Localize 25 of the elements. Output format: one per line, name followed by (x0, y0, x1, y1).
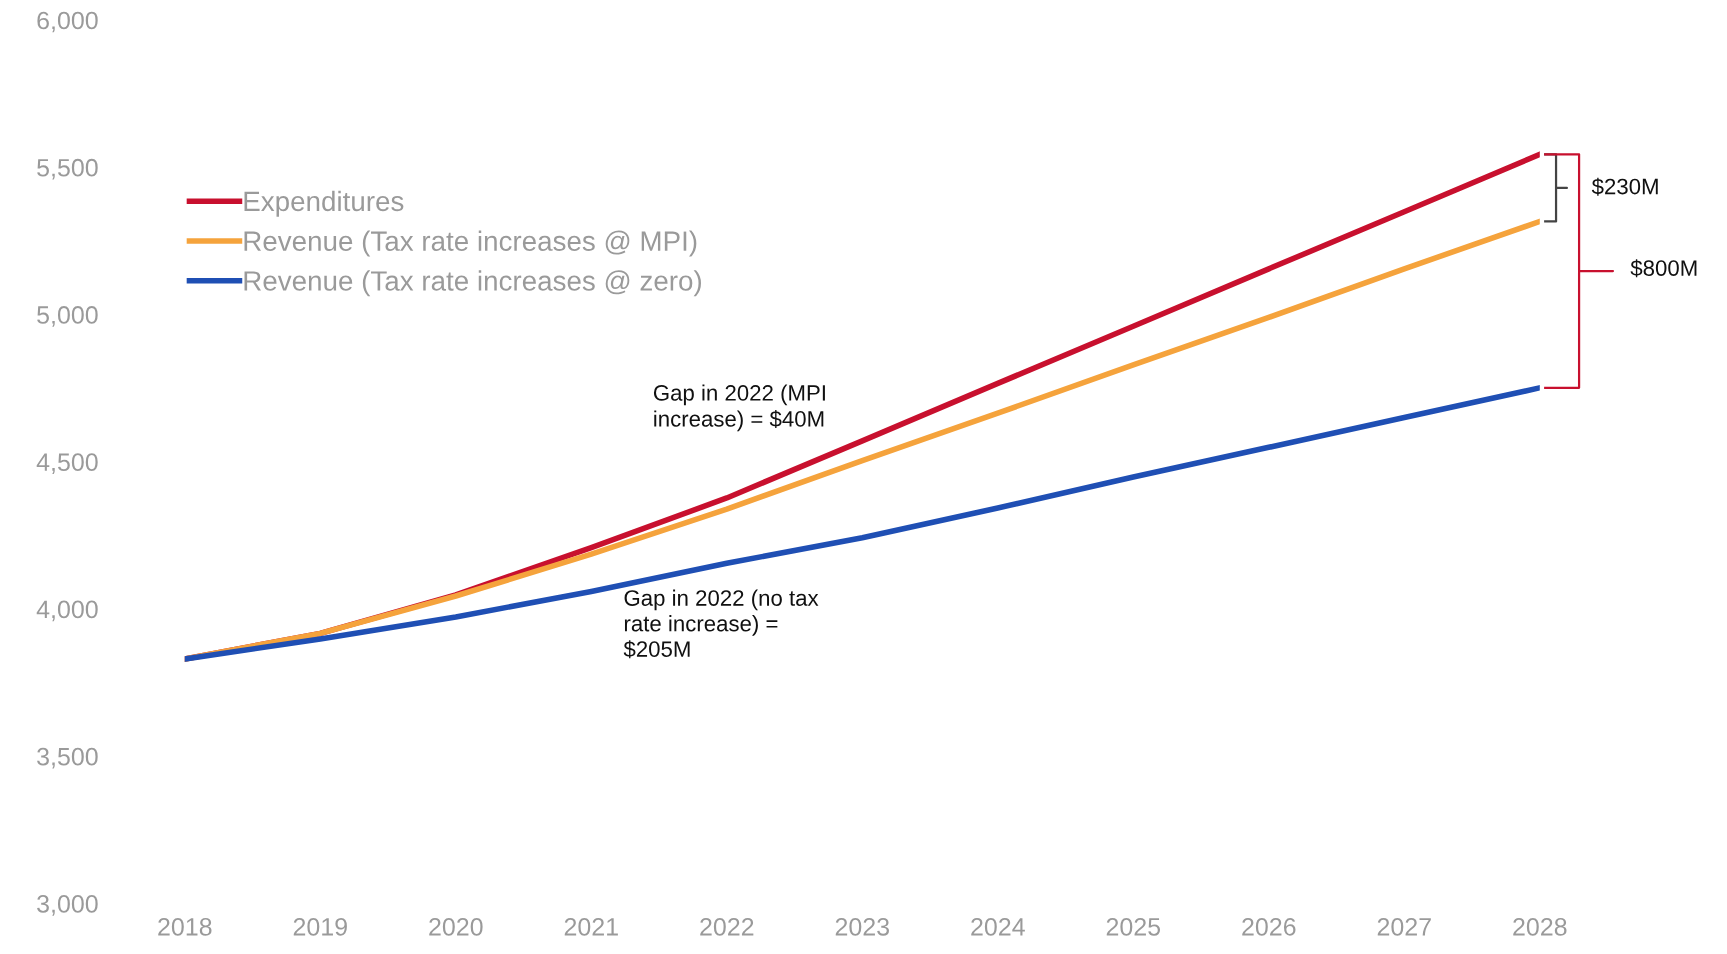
y-tick-label: 3,000 (37, 895, 98, 916)
y-tick-label: 6,000 (37, 11, 98, 33)
text: $800M (1630, 259, 1697, 278)
y-tick-label: 5,500 (37, 158, 98, 180)
x-tick-label: 2023 (835, 917, 889, 936)
x-tick-label: 2026 (1242, 917, 1296, 936)
x-tick-label: 2018 (158, 917, 212, 936)
legend-label: Revenue (Tax rate increases @ MPI) (244, 230, 697, 257)
x-tick-label: 2024 (971, 917, 1025, 936)
x-tick-label: 2020 (429, 917, 483, 936)
x-tick-label: 2022 (700, 917, 754, 936)
x-tick-label: 2021 (564, 917, 618, 936)
y-tick-label: 5,000 (37, 306, 98, 327)
x-tick-label: 2019 (293, 917, 347, 936)
legend-label: Expenditures (244, 190, 404, 217)
y-tick-label: 4,500 (36, 453, 98, 474)
y-tick-label: 4,000 (36, 600, 98, 622)
x-tick-label: 2025 (1106, 917, 1161, 936)
legend-label: Revenue (Tax rate increases @ zero) (244, 270, 701, 297)
annotation: Gap in 2022 (MPI increase) = $40M (653, 384, 825, 432)
x-tick-label: 2028 (1513, 917, 1567, 936)
x-tick-label: 2027 (1377, 917, 1431, 936)
y-tick-label: 3,500 (37, 747, 98, 769)
annotation: Gap in 2022 (no tax rate increase) = $205M (623, 589, 819, 659)
text: $230M (1591, 177, 1658, 196)
